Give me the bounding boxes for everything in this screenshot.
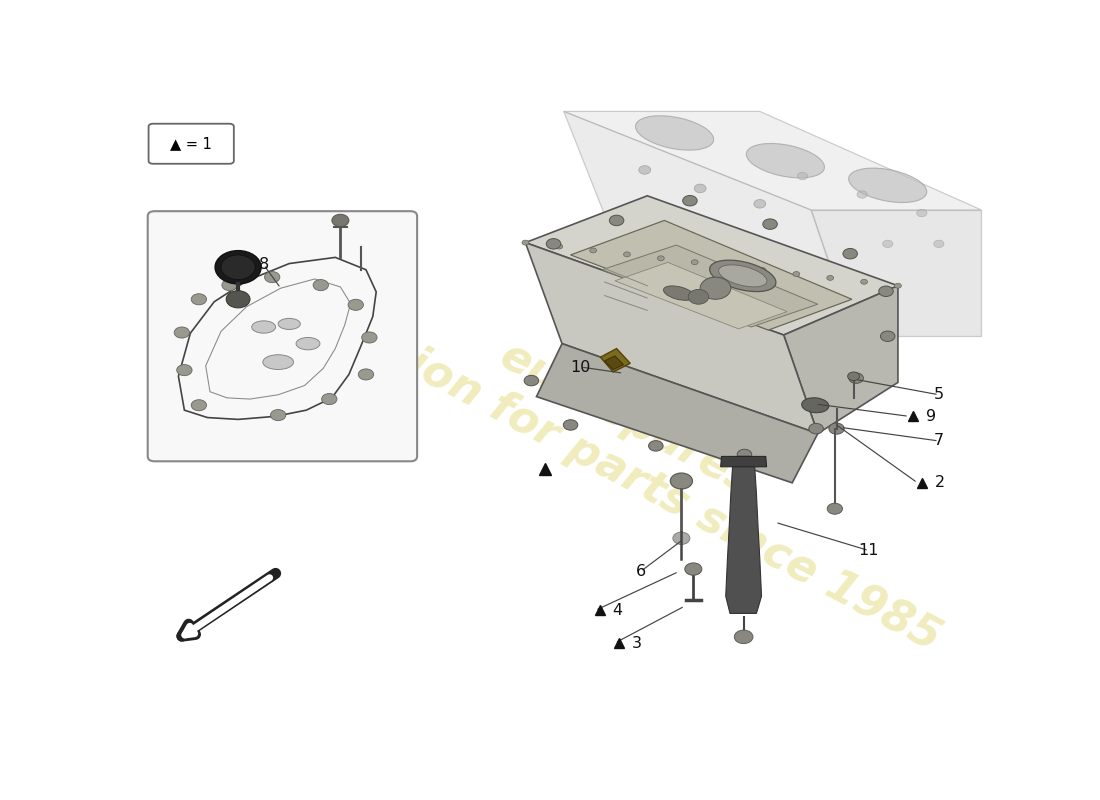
Circle shape [754,199,766,208]
Ellipse shape [718,265,767,287]
Circle shape [762,219,778,230]
Circle shape [700,277,730,299]
Circle shape [321,394,337,405]
Ellipse shape [636,116,714,150]
Circle shape [177,365,192,376]
Polygon shape [783,286,898,434]
Circle shape [227,290,250,308]
Ellipse shape [848,168,927,202]
Circle shape [348,299,363,310]
Circle shape [191,400,207,410]
Polygon shape [602,245,817,327]
Circle shape [880,331,895,342]
Circle shape [734,630,754,644]
Circle shape [746,237,757,245]
Circle shape [673,532,690,545]
Circle shape [590,248,596,253]
Text: 3: 3 [631,635,642,650]
Circle shape [857,191,867,198]
Circle shape [681,221,693,230]
Circle shape [639,166,651,174]
Polygon shape [571,221,851,330]
Circle shape [849,373,864,383]
Circle shape [362,332,377,343]
Circle shape [848,372,859,381]
Circle shape [737,450,751,460]
Circle shape [547,238,561,249]
Text: 4: 4 [613,603,623,618]
Circle shape [827,275,834,280]
Circle shape [563,420,578,430]
Circle shape [860,279,868,284]
Circle shape [222,279,238,290]
Ellipse shape [746,143,825,178]
Text: 10: 10 [571,359,591,374]
FancyBboxPatch shape [147,211,417,462]
Circle shape [691,260,698,265]
Ellipse shape [663,286,694,300]
Circle shape [916,210,927,217]
Circle shape [725,264,732,269]
Circle shape [359,369,374,380]
Circle shape [694,184,706,193]
Circle shape [658,256,664,261]
Ellipse shape [252,321,276,333]
Circle shape [649,441,663,451]
Text: 2: 2 [935,475,945,490]
Circle shape [264,271,279,282]
Text: 6: 6 [636,564,646,579]
Polygon shape [726,456,761,614]
Circle shape [882,240,893,247]
FancyBboxPatch shape [148,124,234,164]
Circle shape [556,244,563,249]
Circle shape [685,563,702,575]
Polygon shape [811,210,981,336]
Circle shape [689,290,708,304]
Circle shape [221,255,255,279]
Circle shape [332,214,349,226]
Ellipse shape [802,398,828,413]
Circle shape [271,410,286,421]
Polygon shape [720,456,767,467]
Text: ▲ = 1: ▲ = 1 [170,136,212,151]
Circle shape [670,473,693,489]
Ellipse shape [710,260,776,292]
Text: 8: 8 [258,258,268,272]
Circle shape [759,267,766,273]
Ellipse shape [278,318,300,330]
Polygon shape [563,111,854,336]
Polygon shape [526,242,817,434]
Circle shape [174,327,189,338]
Polygon shape [526,196,898,335]
Circle shape [798,172,807,180]
Polygon shape [605,356,624,370]
Circle shape [879,286,893,297]
Polygon shape [537,344,817,483]
Circle shape [683,195,697,206]
Polygon shape [601,349,630,372]
Circle shape [522,240,529,245]
Circle shape [793,271,800,277]
Circle shape [216,250,261,284]
Circle shape [191,294,207,305]
Circle shape [934,240,944,247]
Polygon shape [615,262,788,329]
Text: 9: 9 [926,409,936,424]
Circle shape [609,215,624,226]
Circle shape [827,503,843,514]
Circle shape [524,375,539,386]
Circle shape [624,252,630,257]
Text: 5: 5 [934,387,944,402]
Circle shape [894,283,901,288]
Ellipse shape [263,354,294,370]
Circle shape [314,279,329,290]
Text: 7: 7 [934,434,944,449]
Polygon shape [563,111,981,210]
Circle shape [829,423,844,434]
Ellipse shape [296,338,320,350]
Circle shape [808,423,823,434]
Text: eurospares
a passion for parts since 1985: eurospares a passion for parts since 198… [258,222,971,660]
Circle shape [843,249,857,259]
Text: 11: 11 [859,543,879,558]
